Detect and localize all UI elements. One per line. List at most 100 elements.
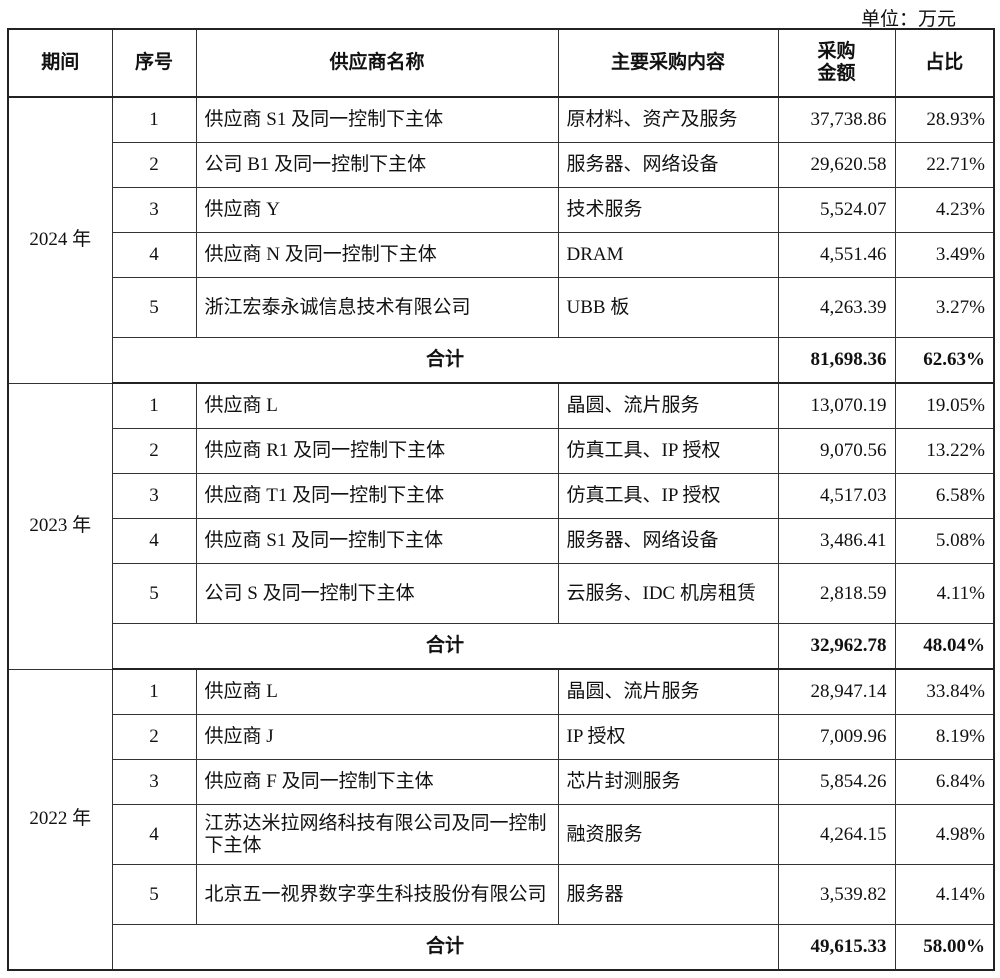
unit-label: 单位：万元 (860, 9, 956, 30)
sequence-cell: 4 (111, 232, 197, 278)
header-row: 期间 序号 供应商名称 主要采购内容 采购 金额 占比 (7, 28, 995, 98)
purchase-content-cell: IP 授权 (557, 714, 779, 760)
purchase-content-cell: 技术服务 (557, 187, 779, 233)
supplier-name-cell: 供应商 F 及同一控制下主体 (195, 759, 559, 805)
total-amount: 81,698.36 (777, 337, 896, 384)
table-row: 2 供应商 J IP 授权 7,009.96 8.19% (8, 714, 995, 760)
supplier-name-cell: 供应商 T1 及同一控制下主体 (195, 473, 559, 519)
column-header: 主要采购内容 (557, 28, 779, 98)
total-percentage: 58.00% (894, 924, 995, 971)
supplier-name-cell: 江苏达米拉网络科技有限公司及同一控制下主体 (195, 804, 559, 865)
sequence-cell: 2 (111, 142, 197, 188)
total-percentage: 48.04% (894, 623, 995, 670)
period-cell: 2024 年 (7, 96, 113, 384)
supplier-name-cell: 公司 S 及同一控制下主体 (195, 563, 559, 624)
percentage-cell: 28.93% (894, 96, 995, 143)
table-row: 2 供应商 R1 及同一控制下主体 仿真工具、IP 授权 9,070.56 13.22% (8, 428, 995, 474)
percentage-cell: 33.84% (894, 668, 995, 715)
table-row: 2024 年 1 供应商 S1 及同一控制下主体 原材料、资产及服务 37,738.86… (7, 96, 995, 384)
amount-cell: 4,264.15 (777, 804, 896, 865)
percentage-cell: 4.14% (894, 864, 995, 925)
percentage-cell: 4.98% (894, 804, 995, 865)
supplier-name-cell: 供应商 S1 及同一控制下主体 (195, 96, 559, 143)
amount-cell: 4,263.39 (777, 277, 896, 338)
percentage-cell: 6.58% (894, 473, 995, 519)
table-row: 2 公司 B1 及同一控制下主体 服务器、网络设备 29,620.58 22.71% (8, 142, 995, 188)
percentage-cell: 4.11% (894, 563, 995, 624)
table-row: 5 浙江宏泰永诚信息技术有限公司 UBB 板 4,263.39 3.27% (8, 277, 995, 338)
period-cell: 2022 年 (7, 668, 113, 971)
table-row: 5 公司 S 及同一控制下主体 云服务、IDC 机房租赁 2,818.59 4.11% (8, 563, 995, 624)
total-amount: 49,615.33 (777, 924, 896, 971)
total-row: 合计 49,615.33 58.00% (8, 924, 995, 971)
amount-cell: 3,486.41 (777, 518, 896, 564)
column-header: 采购 金额 (777, 28, 896, 98)
purchase-content-cell: 原材料、资产及服务 (557, 96, 779, 143)
sequence-cell: 5 (111, 864, 197, 925)
purchase-content-cell: 服务器、网络设备 (557, 142, 779, 188)
percentage-cell: 3.49% (894, 232, 995, 278)
column-header: 占比 (894, 28, 995, 98)
amount-cell: 9,070.56 (777, 428, 896, 474)
amount-cell: 29,620.58 (777, 142, 896, 188)
supplier-name-cell: 供应商 Y (195, 187, 559, 233)
total-row: 合计 32,962.78 48.04% (8, 623, 995, 670)
amount-cell: 28,947.14 (777, 668, 896, 715)
purchase-content-cell: 仿真工具、IP 授权 (557, 473, 779, 519)
supplier-name-cell: 供应商 N 及同一控制下主体 (195, 232, 559, 278)
supplier-name-cell: 供应商 L (195, 668, 559, 715)
sequence-cell: 3 (111, 187, 197, 233)
column-header: 期间 (7, 28, 113, 98)
table-row: 5 北京五一视界数字孪生科技股份有限公司 服务器 3,539.82 4.14% (8, 864, 995, 925)
table-row: 4 江苏达米拉网络科技有限公司及同一控制下主体 融资服务 4,264.15 4.98% (8, 804, 995, 865)
amount-cell: 5,524.07 (777, 187, 896, 233)
purchase-content-cell: 融资服务 (557, 804, 779, 865)
supplier-name-cell: 供应商 R1 及同一控制下主体 (195, 428, 559, 474)
table-row: 3 供应商 F 及同一控制下主体 芯片封测服务 5,854.26 6.84% (8, 759, 995, 805)
table-row: 4 供应商 S1 及同一控制下主体 服务器、网络设备 3,486.41 5.08% (8, 518, 995, 564)
purchase-content-cell: 晶圆、流片服务 (557, 382, 779, 429)
percentage-cell: 8.19% (894, 714, 995, 760)
supplier-name-cell: 北京五一视界数字孪生科技股份有限公司 (195, 864, 559, 925)
amount-cell: 2,818.59 (777, 563, 896, 624)
percentage-cell: 19.05% (894, 382, 995, 429)
sequence-cell: 1 (111, 96, 197, 143)
purchase-content-cell: 芯片封测服务 (557, 759, 779, 805)
percentage-cell: 3.27% (894, 277, 995, 338)
total-row: 合计 81,698.36 62.63% (8, 337, 995, 384)
sequence-cell: 1 (111, 668, 197, 715)
purchase-content-cell: UBB 板 (557, 277, 779, 338)
amount-cell: 5,854.26 (777, 759, 896, 805)
sequence-cell: 3 (111, 473, 197, 519)
sequence-cell: 5 (111, 277, 197, 338)
amount-cell: 4,551.46 (777, 232, 896, 278)
sequence-cell: 2 (111, 428, 197, 474)
percentage-cell: 13.22% (894, 428, 995, 474)
supplier-name-cell: 供应商 L (195, 382, 559, 429)
sequence-cell: 4 (111, 804, 197, 865)
amount-cell: 4,517.03 (777, 473, 896, 519)
column-header: 序号 (111, 28, 197, 98)
purchase-content-cell: 仿真工具、IP 授权 (557, 428, 779, 474)
sequence-cell: 4 (111, 518, 197, 564)
purchase-content-cell: 服务器 (557, 864, 779, 925)
total-label: 合计 (111, 623, 779, 670)
period-cell: 2023 年 (7, 382, 113, 670)
purchase-content-cell: 云服务、IDC 机房租赁 (557, 563, 779, 624)
total-percentage: 62.63% (894, 337, 995, 384)
amount-cell: 3,539.82 (777, 864, 896, 925)
purchase-content-cell: DRAM (557, 232, 779, 278)
amount-cell: 37,738.86 (777, 96, 896, 143)
amount-cell: 13,070.19 (777, 382, 896, 429)
sequence-cell: 1 (111, 382, 197, 429)
amount-cell: 7,009.96 (777, 714, 896, 760)
supplier-name-cell: 浙江宏泰永诚信息技术有限公司 (195, 277, 559, 338)
purchase-content-cell: 晶圆、流片服务 (557, 668, 779, 715)
table-row: 3 供应商 Y 技术服务 5,524.07 4.23% (8, 187, 995, 233)
percentage-cell: 22.71% (894, 142, 995, 188)
table-row: 2022 年 1 供应商 L 晶圆、流片服务 28,947.14 33.84% (7, 668, 995, 971)
column-header: 供应商名称 (195, 28, 559, 98)
sequence-cell: 5 (111, 563, 197, 624)
total-label: 合计 (111, 924, 779, 971)
table-row: 2023 年 1 供应商 L 晶圆、流片服务 13,070.19 19.05% (7, 382, 995, 670)
